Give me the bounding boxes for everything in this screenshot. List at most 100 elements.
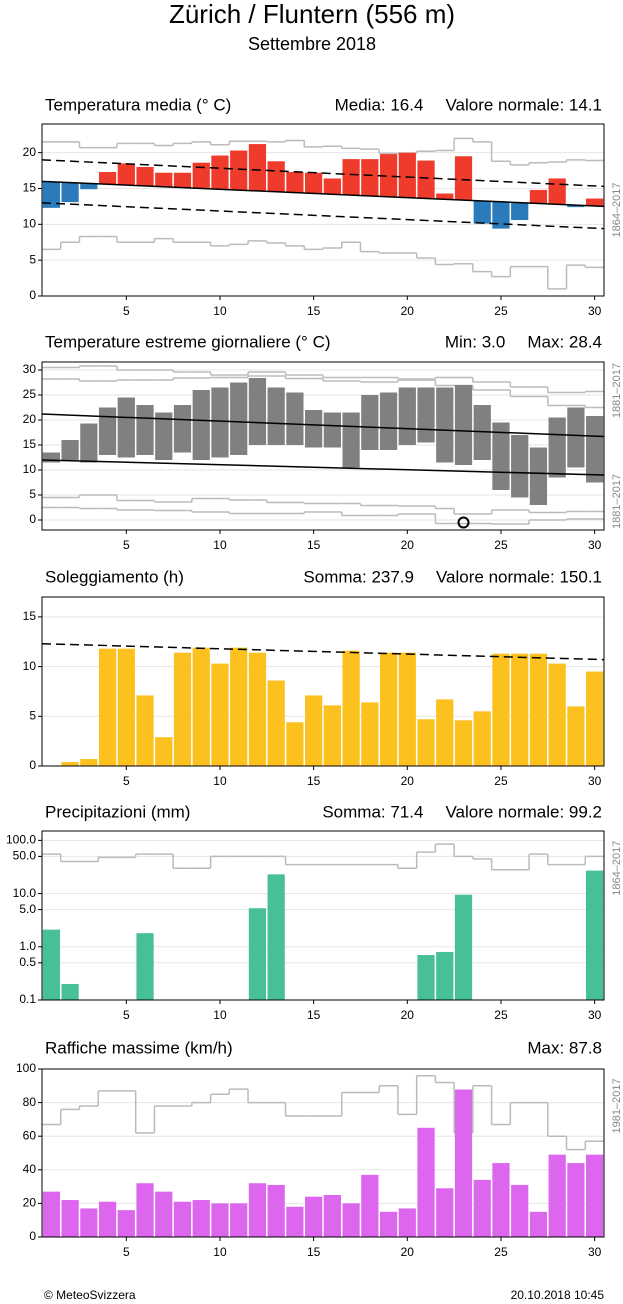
bar [567,706,585,766]
panel-stat: Min: 3.0 [445,332,505,351]
anomaly-bar [98,172,117,185]
y-tick-label: 0 [29,758,36,772]
range-bar [286,392,304,445]
bar [492,653,510,766]
period-label: 1864–2017 [611,182,623,237]
anomaly-bar [42,181,60,208]
bar [586,870,604,1000]
x-tick-label: 10 [213,1008,227,1022]
range-bar [211,387,229,458]
bar [42,929,60,1000]
x-tick-label: 5 [123,538,130,552]
x-tick-label: 15 [307,304,321,318]
period-label: 1864–2017 [611,841,623,896]
bar [267,874,285,1000]
anomaly-bar [192,162,210,189]
bar [136,1183,154,1237]
range-bar [567,407,585,468]
page-title: Zürich / Fluntern (556 m) [169,0,455,29]
bar [417,719,435,766]
bar [454,720,473,766]
range-bar [342,412,360,468]
y-tick-label: 100 [16,1061,36,1075]
y-tick-label: 20 [23,412,37,426]
normal-line [41,642,605,661]
anomaly-bar [529,189,548,204]
x-tick-label: 25 [494,1008,508,1022]
x-tick-label: 15 [307,538,321,552]
x-tick-label: 25 [494,1245,508,1259]
anomaly-bar [230,150,248,191]
range-bar [361,395,379,450]
anomaly-bar [286,172,304,193]
anomaly-bar [211,155,229,190]
y-tick-label: 0.5 [19,955,36,969]
y-tick-label: 5 [29,252,36,266]
bar [567,1163,585,1237]
anomaly-bar [155,172,173,187]
y-tick-label: 10 [23,217,37,231]
panel-stat: Valore normale: 14.1 [445,95,602,114]
anomaly-bar [323,178,341,195]
period-label: 1881–2017 [611,363,623,418]
bar [305,1196,323,1237]
y-tick-label: 0 [29,512,36,526]
x-tick-label: 20 [401,538,415,552]
bar [548,1154,566,1237]
x-tick-label: 30 [588,774,602,788]
marker [457,516,470,529]
anomaly-bar [417,160,435,199]
x-tick-label: 15 [307,1008,321,1022]
y-tick-label: 80 [23,1095,37,1109]
bar [548,663,566,766]
y-tick-label: 10 [23,462,37,476]
y-tick-label: 0 [29,288,36,302]
bar [454,1089,473,1237]
y-tick-label: 1.0 [19,939,36,953]
plot-frame [41,830,605,1001]
x-tick-label: 10 [213,538,227,552]
anomaly-bar [586,198,604,206]
panel-title: Raffiche massime (km/h) [45,1038,233,1057]
bar [211,1203,229,1237]
panel-stat: Valore normale: 99.2 [445,802,602,821]
range-bar [192,390,210,460]
period-label: 1881–2017 [611,474,623,529]
bar [511,1184,529,1237]
bar [342,1203,360,1237]
panel-stat: Max: 28.4 [527,332,602,351]
footer-left: © MeteoSvizzera [44,1288,136,1302]
x-tick-label: 20 [401,304,415,318]
anomaly-bar [117,163,135,186]
bar [248,908,267,1000]
bar [398,1208,416,1237]
y-tick-label: 0 [29,1229,36,1243]
bar [529,653,548,766]
y-tick-label: 40 [23,1162,37,1176]
bar [230,647,248,766]
range-bar [511,435,529,498]
y-tick-label: 20 [23,1196,37,1210]
x-tick-label: 10 [213,304,227,318]
x-tick-label: 5 [123,1245,130,1259]
y-tick-label: 0.1 [19,992,36,1006]
bar [80,759,98,766]
range-bar [436,387,454,463]
x-tick-label: 30 [588,1008,602,1022]
x-tick-label: 20 [401,1245,415,1259]
range-bar [230,382,248,455]
y-tick-label: 5 [29,487,36,501]
anomaly-bar [80,183,98,190]
range-bar [548,417,566,478]
normal-line [41,413,605,438]
y-tick-label: 15 [23,609,37,623]
bar [230,1203,248,1237]
bar [117,648,135,766]
anomaly-bar [436,193,454,200]
bar [436,699,454,766]
x-tick-label: 10 [213,1245,227,1259]
bar [155,737,173,766]
y-tick-label: 10 [23,659,37,673]
y-tick-label: 30 [23,362,37,376]
